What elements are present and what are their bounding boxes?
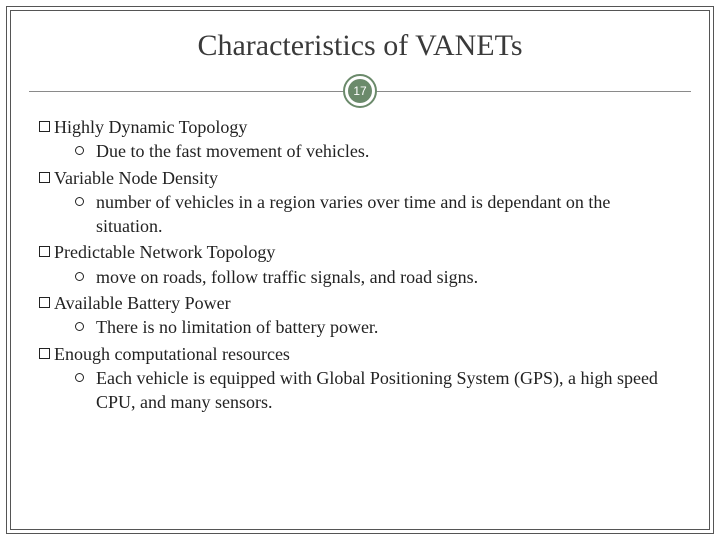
sub-text: move on roads, follow traffic signals, a… (96, 265, 681, 289)
list-item: Enough computational resources Each vehi… (39, 342, 681, 415)
circle-bullet-icon (75, 197, 84, 206)
sub-text: number of vehicles in a region varies ov… (96, 190, 681, 239)
item-heading: Variable Node Density (39, 166, 681, 190)
page-number: 17 (348, 79, 372, 103)
heading-text: Variable Node Density (54, 166, 218, 190)
list-item: Variable Node Density number of vehicles… (39, 166, 681, 239)
item-heading: Predictable Network Topology (39, 240, 681, 264)
item-heading: Enough computational resources (39, 342, 681, 366)
heading-text: Predictable Network Topology (54, 240, 275, 264)
item-sub: Each vehicle is equipped with Global Pos… (39, 366, 681, 415)
heading-text: Available Battery Power (54, 291, 231, 315)
circle-bullet-icon (75, 373, 84, 382)
divider-row: 17 (11, 73, 709, 109)
circle-bullet-icon (75, 272, 84, 281)
list-item: Highly Dynamic Topology Due to the fast … (39, 115, 681, 164)
slide-title: Characteristics of VANETs (11, 11, 709, 73)
sub-text: Each vehicle is equipped with Global Pos… (96, 366, 681, 415)
item-sub: number of vehicles in a region varies ov… (39, 190, 681, 239)
item-heading: Highly Dynamic Topology (39, 115, 681, 139)
sub-text: There is no limitation of battery power. (96, 315, 681, 339)
heading-text: Highly Dynamic Topology (54, 115, 247, 139)
item-sub: There is no limitation of battery power. (39, 315, 681, 339)
list-item: Available Battery Power There is no limi… (39, 291, 681, 340)
square-bullet-icon (39, 246, 50, 257)
item-heading: Available Battery Power (39, 291, 681, 315)
square-bullet-icon (39, 121, 50, 132)
inner-frame: Characteristics of VANETs 17 Highly Dyna… (10, 10, 710, 530)
circle-bullet-icon (75, 146, 84, 155)
list-item: Predictable Network Topology move on roa… (39, 240, 681, 289)
item-sub: Due to the fast movement of vehicles. (39, 139, 681, 163)
square-bullet-icon (39, 172, 50, 183)
content-area: Highly Dynamic Topology Due to the fast … (11, 115, 709, 415)
square-bullet-icon (39, 297, 50, 308)
square-bullet-icon (39, 348, 50, 359)
circle-bullet-icon (75, 322, 84, 331)
heading-text: Enough computational resources (54, 342, 290, 366)
sub-text: Due to the fast movement of vehicles. (96, 139, 681, 163)
item-sub: move on roads, follow traffic signals, a… (39, 265, 681, 289)
page-badge: 17 (343, 74, 377, 108)
